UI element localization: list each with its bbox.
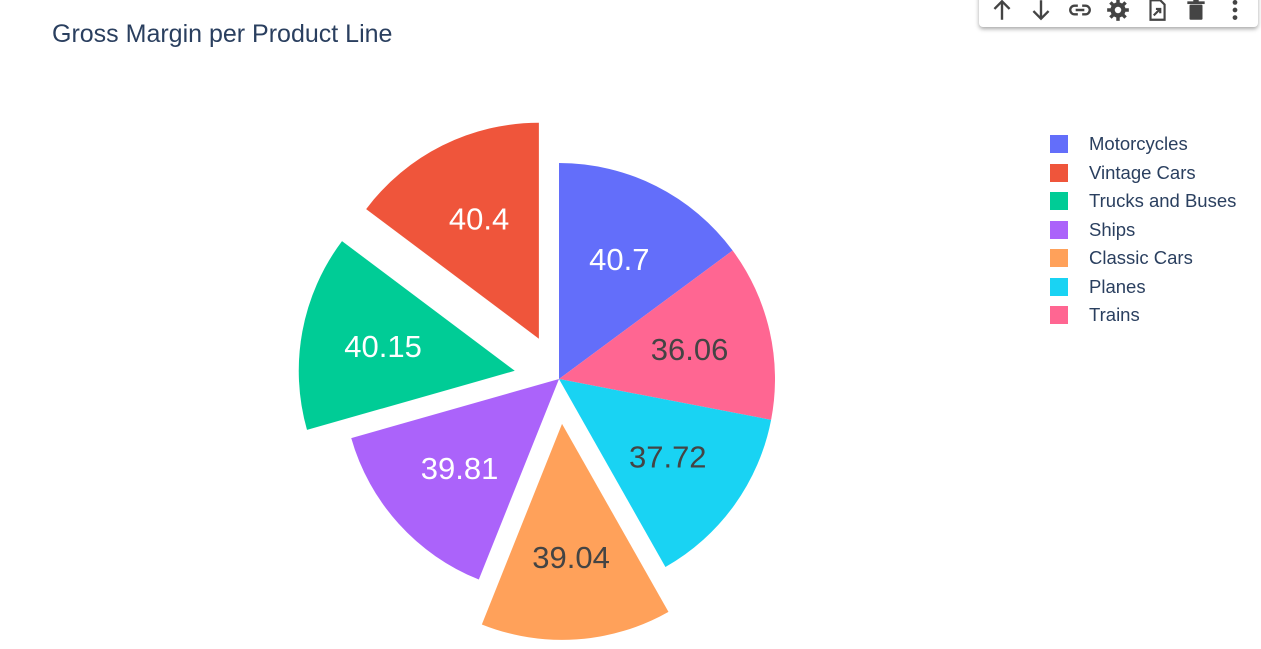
legend-swatch [1050, 163, 1068, 182]
legend-item-ships[interactable]: Ships [1050, 216, 1236, 245]
legend-swatch [1050, 192, 1068, 211]
pie-slice-vintage-cars[interactable] [366, 122, 539, 339]
slice-value-label: 37.72 [629, 440, 707, 475]
chart-title: Gross Margin per Product Line [52, 20, 393, 48]
legend-item-trucks-and-buses[interactable]: Trucks and Buses [1050, 187, 1236, 216]
legend-label: Trucks and Buses [1089, 190, 1237, 212]
legend-swatch [1050, 135, 1068, 154]
legend-item-planes[interactable]: Planes [1050, 273, 1236, 302]
more-vert-icon [1232, 0, 1237, 20]
delete-button[interactable] [1180, 0, 1212, 26]
link-button[interactable] [1064, 0, 1096, 26]
arrow-down-icon [1032, 0, 1050, 20]
slice-value-label: 36.06 [651, 332, 729, 367]
slice-value-label: 39.04 [532, 540, 610, 575]
legend-item-motorcycles[interactable]: Motorcycles [1050, 130, 1236, 159]
slice-value-label: 40.4 [449, 201, 509, 236]
trash-icon [1187, 0, 1205, 20]
legend-swatch [1050, 277, 1068, 296]
legend-label: Classic Cars [1089, 247, 1193, 269]
export-icon [1149, 0, 1166, 21]
pie-slice-trains[interactable] [559, 250, 775, 420]
move-down-button[interactable] [1025, 0, 1057, 26]
legend-label: Trains [1089, 304, 1140, 326]
legend-label: Vintage Cars [1089, 161, 1196, 183]
pie-slice-motorcycles[interactable] [559, 163, 733, 379]
pie-slice-classic-cars[interactable] [481, 423, 669, 640]
settings-button[interactable] [1102, 0, 1134, 26]
legend-label: Ships [1089, 218, 1136, 240]
export-button[interactable] [1141, 0, 1173, 26]
slice-value-label: 40.15 [344, 329, 422, 364]
pie-slice-ships[interactable] [351, 379, 559, 580]
slice-value-label: 39.81 [421, 451, 499, 486]
more-options-button[interactable] [1219, 0, 1251, 26]
move-up-button[interactable] [986, 0, 1018, 26]
slice-value-label: 40.7 [589, 242, 649, 277]
legend-swatch [1050, 249, 1068, 268]
legend-label: Planes [1089, 275, 1146, 297]
legend-swatch [1050, 306, 1068, 325]
pie-slice-trucks-and-buses[interactable] [298, 241, 515, 430]
pie-slice-planes[interactable] [559, 379, 772, 567]
legend-item-classic-cars[interactable]: Classic Cars [1050, 244, 1236, 273]
legend: Motorcycles Vintage Cars Trucks and Buses S… [1050, 130, 1236, 330]
link-icon [1068, 3, 1091, 16]
legend-item-trains[interactable]: Trains [1050, 301, 1236, 330]
pie-chart: 40.7 36.06 37.72 39.04 39.81 40.15 40.4 [298, 122, 775, 640]
gear-icon [1107, 0, 1130, 21]
arrow-up-icon [993, 0, 1011, 20]
legend-swatch [1050, 220, 1068, 239]
legend-item-vintage-cars[interactable]: Vintage Cars [1050, 159, 1236, 188]
cell-toolbar [979, 0, 1258, 27]
legend-label: Motorcycles [1089, 133, 1188, 155]
